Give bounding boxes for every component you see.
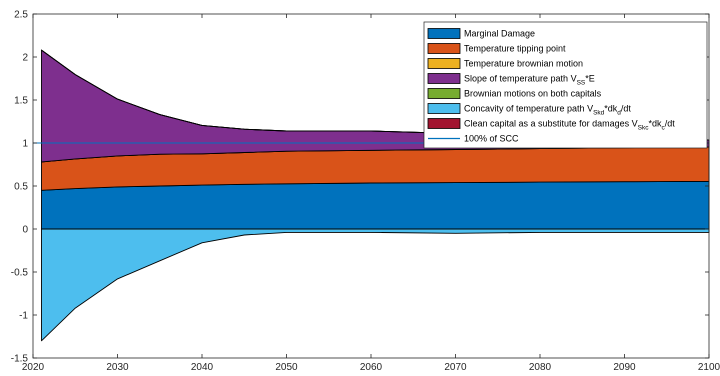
y-tick-label: -1.5 [11,354,29,365]
legend: Marginal Damage Temperature tipping point… [423,21,708,149]
legend-label: Concavity of temperature path VSkd*dkd/d… [464,104,631,117]
legend-label: Marginal Damage [464,29,535,39]
legend-label: Clean capital as a substitute for damage… [464,119,675,132]
x-tick-label: 2070 [444,362,467,373]
y-tick-label: 2.5 [14,10,28,21]
y-tick-label: 0.5 [14,182,28,193]
legend-box [423,21,708,149]
x-tick-label: 2060 [360,362,383,373]
legend-swatch [427,43,461,54]
legend-swatch [427,73,461,84]
legend-label: Slope of temperature path VSS*E [464,74,595,87]
x-tick-label: 2080 [529,362,552,373]
y-axis: -1.5 -1 -0.5 0 0.5 1 1.5 2 2.5 [11,10,709,365]
x-tick-label: 2090 [613,362,636,373]
y-tick-label: 0 [22,225,28,236]
legend-swatch [427,88,461,99]
x-tick-label: 2050 [275,362,298,373]
legend-label: 100% of SCC [464,134,519,144]
x-tick-label: 2100 [698,362,720,373]
x-tick-label: 2020 [22,362,45,373]
legend-swatch [427,28,461,39]
legend-label: Temperature tipping point [464,44,566,54]
legend-swatch [427,103,461,114]
area-layers [41,49,710,342]
x-tick-label: 2040 [191,362,214,373]
y-tick-label: -1 [19,311,28,322]
y-tick-label: 1 [22,139,28,150]
legend-label: Temperature brownian motion [464,59,583,69]
legend-swatch [427,58,461,69]
legend-swatch [427,118,461,129]
x-tick-label: 2030 [106,362,129,373]
y-tick-label: 2 [22,53,28,64]
legend-label: Brownian motions on both capitals [464,89,602,99]
y-tick-label: 1.5 [14,96,28,107]
area-series-5 [41,228,710,342]
area-series-0 [41,180,710,230]
x-axis: 2020 2030 2040 2050 2060 2070 2080 2090 2100 [22,14,720,373]
y-tick-label: -0.5 [11,268,29,279]
